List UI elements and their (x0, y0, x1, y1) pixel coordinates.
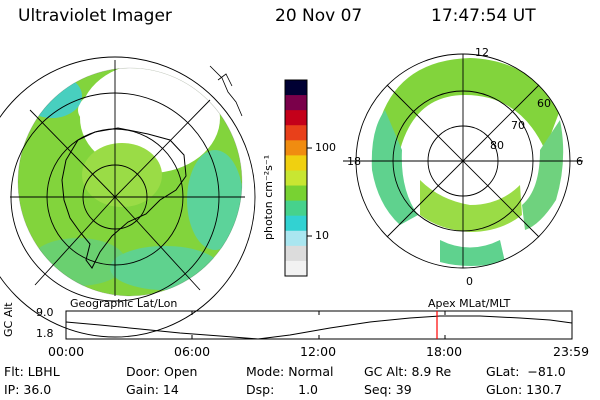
colorbar-segment (285, 200, 307, 217)
mlt-0-label: 0 (466, 275, 473, 288)
colorbar-tick-10: 10 (315, 229, 329, 242)
xtick-1200: 12:00 (300, 344, 337, 359)
time-label: 17:47:54 UT (431, 6, 536, 26)
door-info: Door: Open (126, 364, 198, 379)
xtick-2359: 23:59 (553, 344, 590, 359)
ip-info: IP: 36.0 (4, 382, 52, 397)
colorbar-segment (285, 95, 307, 111)
colorbar-segment (285, 170, 307, 187)
mlt-6-label: 6 (576, 155, 583, 168)
mlt-18-label: 18 (347, 155, 361, 168)
colorbar-segment (285, 185, 307, 202)
colorbar-segment (285, 125, 307, 141)
instrument-title: Ultraviolet Imager (18, 6, 172, 26)
colorbar-unit-label: photon cm⁻²s⁻¹ (262, 154, 275, 240)
colorbar-tick-100: 100 (315, 141, 336, 154)
gain-info: Gain: 14 (126, 382, 179, 397)
apex-label: Apex MLat/MLT (428, 297, 511, 310)
xtick-1800: 18:00 (426, 344, 463, 359)
date-label: 20 Nov 07 (275, 6, 363, 26)
timeline-ylabel: GC Alt (2, 302, 15, 337)
colorbar-segment (285, 245, 307, 262)
glat-info: GLat: −81.0 (486, 364, 566, 379)
glon-info: GLon: 130.7 (486, 382, 562, 397)
colorbar-segment (285, 110, 307, 126)
dsp-info: Dsp: 1.0 (246, 382, 319, 397)
mlat-60-label: 60 (537, 97, 551, 110)
ytick-1-8: 1.8 (36, 327, 54, 340)
colorbar-segment (285, 140, 307, 156)
gc-alt-info: GC Alt: 8.9 Re (364, 364, 452, 379)
colorbar-segment (285, 155, 307, 171)
colorbar-segment (285, 215, 307, 232)
colorbar-segment (285, 230, 307, 247)
colorbar-segment (285, 80, 307, 96)
geographic-image (18, 68, 242, 296)
geographic-label: Geographic Lat/Lon (70, 297, 178, 310)
mlt-12-label: 12 (475, 46, 489, 59)
seq-info: Seq: 39 (364, 382, 412, 397)
ytick-9: 9.0 (36, 306, 54, 319)
colorbar-segment (285, 260, 307, 277)
filter-info: Flt: LBHL (4, 364, 60, 379)
xtick-0000: 00:00 (48, 344, 85, 359)
xtick-0600: 06:00 (174, 344, 211, 359)
colorbar (285, 80, 307, 277)
mlat-80-label: 80 (490, 139, 504, 152)
geographic-grid (0, 56, 256, 338)
timeline-plot (65, 310, 573, 340)
mlat-70-label: 70 (511, 119, 525, 132)
polar-grid (343, 53, 583, 269)
mode-info: Mode: Normal (246, 364, 334, 379)
